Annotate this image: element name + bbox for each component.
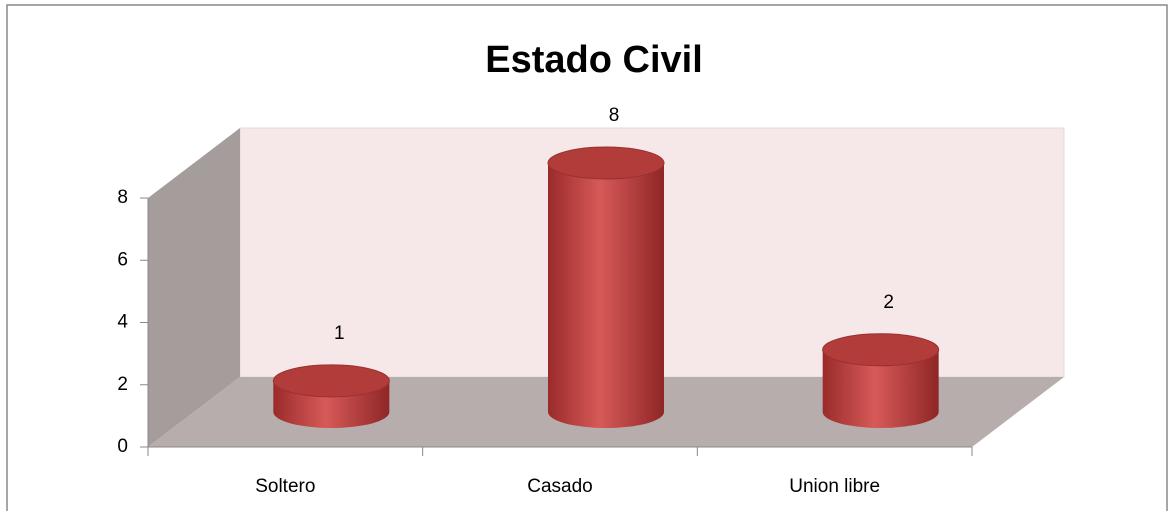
cylinder-top: [547, 146, 665, 180]
y-tick-label: 6: [117, 249, 128, 270]
cylinder-body: [822, 349, 939, 428]
y-tick-label: 0: [117, 436, 128, 457]
cylinder-top: [822, 333, 940, 367]
cylinder-body: [548, 163, 664, 428]
x-tick-label: Union libre: [789, 476, 880, 497]
data-label: 1: [334, 323, 345, 344]
x-tick-label: Casado: [527, 476, 593, 497]
x-tick-label: Soltero: [255, 476, 315, 497]
side-wall: [148, 128, 240, 447]
y-tick-label: 4: [117, 312, 128, 333]
data-label: 2: [883, 292, 894, 313]
chart-title: Estado Civil: [485, 39, 703, 81]
y-tick-label: 2: [117, 374, 128, 395]
data-label: 8: [609, 105, 620, 126]
y-tick-label: 8: [117, 187, 128, 208]
cylinder-top: [272, 364, 390, 398]
